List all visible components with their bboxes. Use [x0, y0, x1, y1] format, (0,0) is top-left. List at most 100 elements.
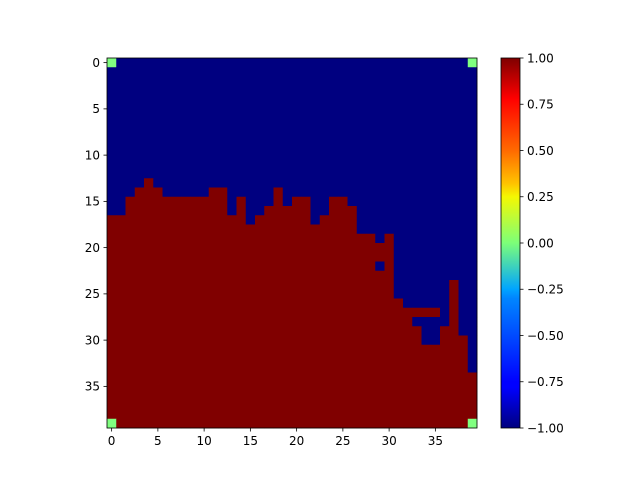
- heatmap-cell: [329, 150, 339, 161]
- heatmap-cell: [467, 307, 478, 318]
- heatmap-cell: [227, 409, 237, 420]
- heatmap-cell: [356, 418, 367, 429]
- heatmap-cell: [181, 67, 191, 77]
- heatmap-cell: [181, 243, 191, 253]
- heatmap-cell: [227, 113, 237, 124]
- heatmap-cell: [375, 67, 385, 77]
- heatmap-cell: [264, 132, 274, 142]
- heatmap-cell: [467, 233, 478, 244]
- heatmap-cell: [449, 261, 459, 272]
- heatmap-cell: [356, 280, 367, 290]
- heatmap-cell: [264, 224, 274, 235]
- heatmap-cell: [375, 76, 385, 87]
- heatmap-cell: [384, 335, 395, 346]
- heatmap-cell: [403, 76, 413, 87]
- x-tick-label: 20: [289, 434, 304, 448]
- heatmap-cell: [347, 317, 358, 327]
- heatmap-cell: [218, 206, 228, 216]
- heatmap-cell: [393, 233, 404, 244]
- heatmap-cell: [375, 233, 385, 244]
- heatmap-cell: [171, 196, 182, 207]
- heatmap-cell: [227, 317, 237, 327]
- heatmap-cell: [144, 104, 154, 114]
- heatmap-cell: [366, 215, 376, 225]
- heatmap-cell: [125, 409, 136, 420]
- heatmap-cell: [208, 280, 219, 290]
- heatmap-cell: [134, 317, 145, 327]
- heatmap-cell: [310, 409, 321, 420]
- heatmap-cell: [218, 261, 228, 272]
- heatmap-cell: [366, 132, 376, 142]
- heatmap-cell: [153, 298, 163, 309]
- heatmap-cell: [356, 132, 367, 142]
- heatmap-cell: [458, 159, 469, 170]
- heatmap-cell: [116, 372, 126, 383]
- heatmap-cell: [421, 178, 432, 188]
- heatmap-cell: [467, 243, 478, 253]
- heatmap-cell: [329, 400, 339, 410]
- heatmap-cell: [356, 243, 367, 253]
- heatmap-cell: [236, 224, 247, 235]
- heatmap-cell: [384, 67, 395, 77]
- heatmap-cell: [338, 409, 348, 420]
- heatmap-cell: [144, 344, 154, 355]
- heatmap-cell: [458, 85, 469, 96]
- heatmap-cell: [218, 58, 228, 68]
- heatmap-cell: [208, 67, 219, 77]
- heatmap-cell: [181, 381, 191, 392]
- heatmap-cell: [218, 132, 228, 142]
- heatmap-cell: [107, 150, 117, 161]
- heatmap-cell: [440, 67, 450, 77]
- heatmap-cell: [171, 363, 182, 373]
- heatmap-cell: [236, 104, 247, 114]
- heatmap-cell: [347, 76, 358, 87]
- heatmap-cell: [366, 381, 376, 392]
- heatmap-cells: [107, 58, 478, 429]
- heatmap-cell: [347, 363, 358, 373]
- heatmap-cell: [375, 122, 385, 133]
- heatmap-cell: [338, 317, 348, 327]
- heatmap-cell: [153, 381, 163, 392]
- heatmap-cell: [375, 104, 385, 114]
- heatmap-cell: [467, 196, 478, 207]
- heatmap-cell: [440, 418, 450, 429]
- heatmap-cell: [329, 243, 339, 253]
- heatmap-cell: [375, 344, 385, 355]
- heatmap-cell: [412, 252, 422, 262]
- heatmap-cell: [218, 141, 228, 151]
- heatmap-cell: [236, 67, 247, 77]
- heatmap-cell: [403, 335, 413, 346]
- heatmap-cell: [329, 289, 339, 299]
- heatmap-cell: [329, 252, 339, 262]
- heatmap-cell: [338, 233, 348, 244]
- heatmap-cell: [190, 132, 200, 142]
- heatmap-cell: [162, 400, 173, 410]
- heatmap-cell: [338, 224, 348, 235]
- heatmap-cell: [412, 289, 422, 299]
- heatmap-cell: [292, 187, 302, 198]
- heatmap-cell: [218, 335, 228, 346]
- x-tick-label: 30: [381, 434, 396, 448]
- heatmap-cell: [208, 178, 219, 188]
- heatmap-cell: [116, 317, 126, 327]
- heatmap-cell: [412, 95, 422, 105]
- heatmap-cell: [144, 132, 154, 142]
- heatmap-cell: [319, 141, 330, 151]
- heatmap-cell: [162, 418, 173, 429]
- heatmap-cell: [440, 113, 450, 124]
- heatmap-cell: [412, 270, 422, 281]
- heatmap-cell: [430, 298, 441, 309]
- heatmap-cell: [301, 169, 311, 179]
- heatmap-cell: [273, 372, 284, 383]
- heatmap-cell: [162, 307, 173, 318]
- heatmap-cell: [430, 104, 441, 114]
- heatmap-cell: [449, 270, 459, 281]
- heatmap-cell: [338, 58, 348, 68]
- heatmap-cell: [255, 122, 265, 133]
- heatmap-cell: [282, 196, 293, 207]
- heatmap-cell: [366, 243, 376, 253]
- heatmap-cell: [199, 317, 210, 327]
- colorbar-gradient: [501, 58, 520, 428]
- heatmap-cell: [356, 233, 367, 244]
- heatmap-cell: [255, 178, 265, 188]
